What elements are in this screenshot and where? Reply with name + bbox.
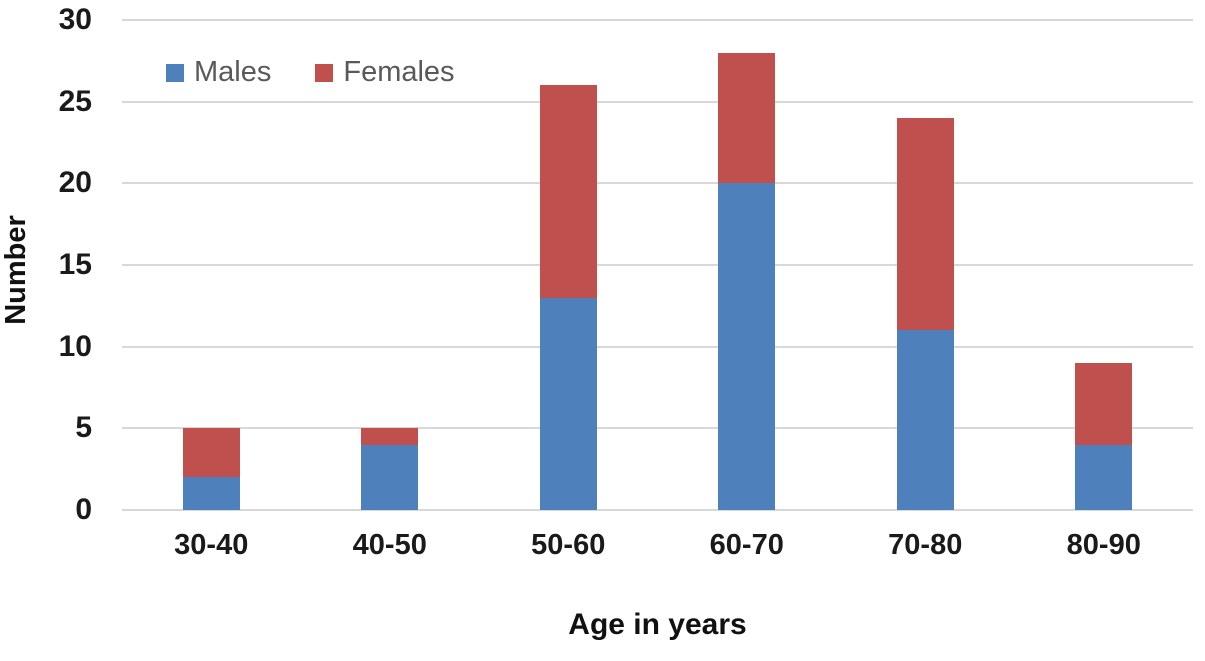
legend-label-females: Females xyxy=(343,56,455,88)
gridline-30 xyxy=(122,19,1193,21)
bar-50-60-females-segment xyxy=(539,85,597,298)
bar-80-90-females-segment xyxy=(1075,363,1133,445)
bar-40-50-females-segment xyxy=(361,428,419,445)
gridline-20 xyxy=(122,182,1193,185)
bar-80-90 xyxy=(1075,363,1133,510)
bar-30-40 xyxy=(182,428,240,510)
bar-40-50 xyxy=(361,428,419,510)
bar-70-80-males-segment xyxy=(896,330,954,510)
bar-40-50-males-segment xyxy=(361,444,419,510)
gridline-5 xyxy=(122,427,1193,430)
bar-50-60 xyxy=(539,85,597,510)
gridline-15 xyxy=(122,264,1193,266)
bar-60-70 xyxy=(718,52,776,510)
females-swatch-icon xyxy=(315,63,334,82)
legend-label-males: Males xyxy=(194,56,272,88)
gridline-0 xyxy=(122,509,1193,511)
bar-70-80 xyxy=(896,118,954,510)
x-axis-title: Age in years xyxy=(568,608,747,641)
bar-70-80-females-segment xyxy=(896,118,954,331)
x-tick-30-40: 30-40 xyxy=(174,529,249,561)
legend-item-females: Females xyxy=(315,56,455,88)
bar-50-60-males-segment xyxy=(539,297,597,510)
y-axis-tick-labels: 0 5 10 15 20 25 30 xyxy=(0,5,92,525)
x-tick-40-50: 40-50 xyxy=(352,529,427,561)
gridline-10 xyxy=(122,345,1193,348)
y-tick-20: 20 xyxy=(58,166,92,200)
y-tick-15: 15 xyxy=(58,248,92,281)
bar-60-70-females-segment xyxy=(718,52,776,184)
x-tick-80-90: 80-90 xyxy=(1066,529,1141,561)
x-tick-50-60: 50-60 xyxy=(531,529,606,561)
bar-30-40-males-segment xyxy=(182,477,240,510)
y-tick-5: 5 xyxy=(75,411,92,445)
x-axis-tick-labels: 30-40 40-50 50-60 60-70 70-80 80-90 xyxy=(122,528,1193,568)
y-tick-25: 25 xyxy=(58,84,92,118)
x-tick-70-80: 70-80 xyxy=(888,529,963,561)
y-tick-10: 10 xyxy=(58,329,92,363)
males-swatch-icon xyxy=(166,63,184,82)
y-tick-0: 0 xyxy=(75,493,92,526)
x-tick-60-70: 60-70 xyxy=(709,529,784,561)
bar-30-40-females-segment xyxy=(182,428,240,478)
bar-80-90-males-segment xyxy=(1075,444,1133,510)
plot-area: Males Females xyxy=(122,19,1193,511)
y-tick-30: 30 xyxy=(58,3,92,36)
bar-60-70-males-segment xyxy=(718,183,776,510)
legend-item-males: Males xyxy=(166,58,271,87)
gridline-25 xyxy=(122,100,1193,103)
legend: Males Females xyxy=(166,58,455,87)
